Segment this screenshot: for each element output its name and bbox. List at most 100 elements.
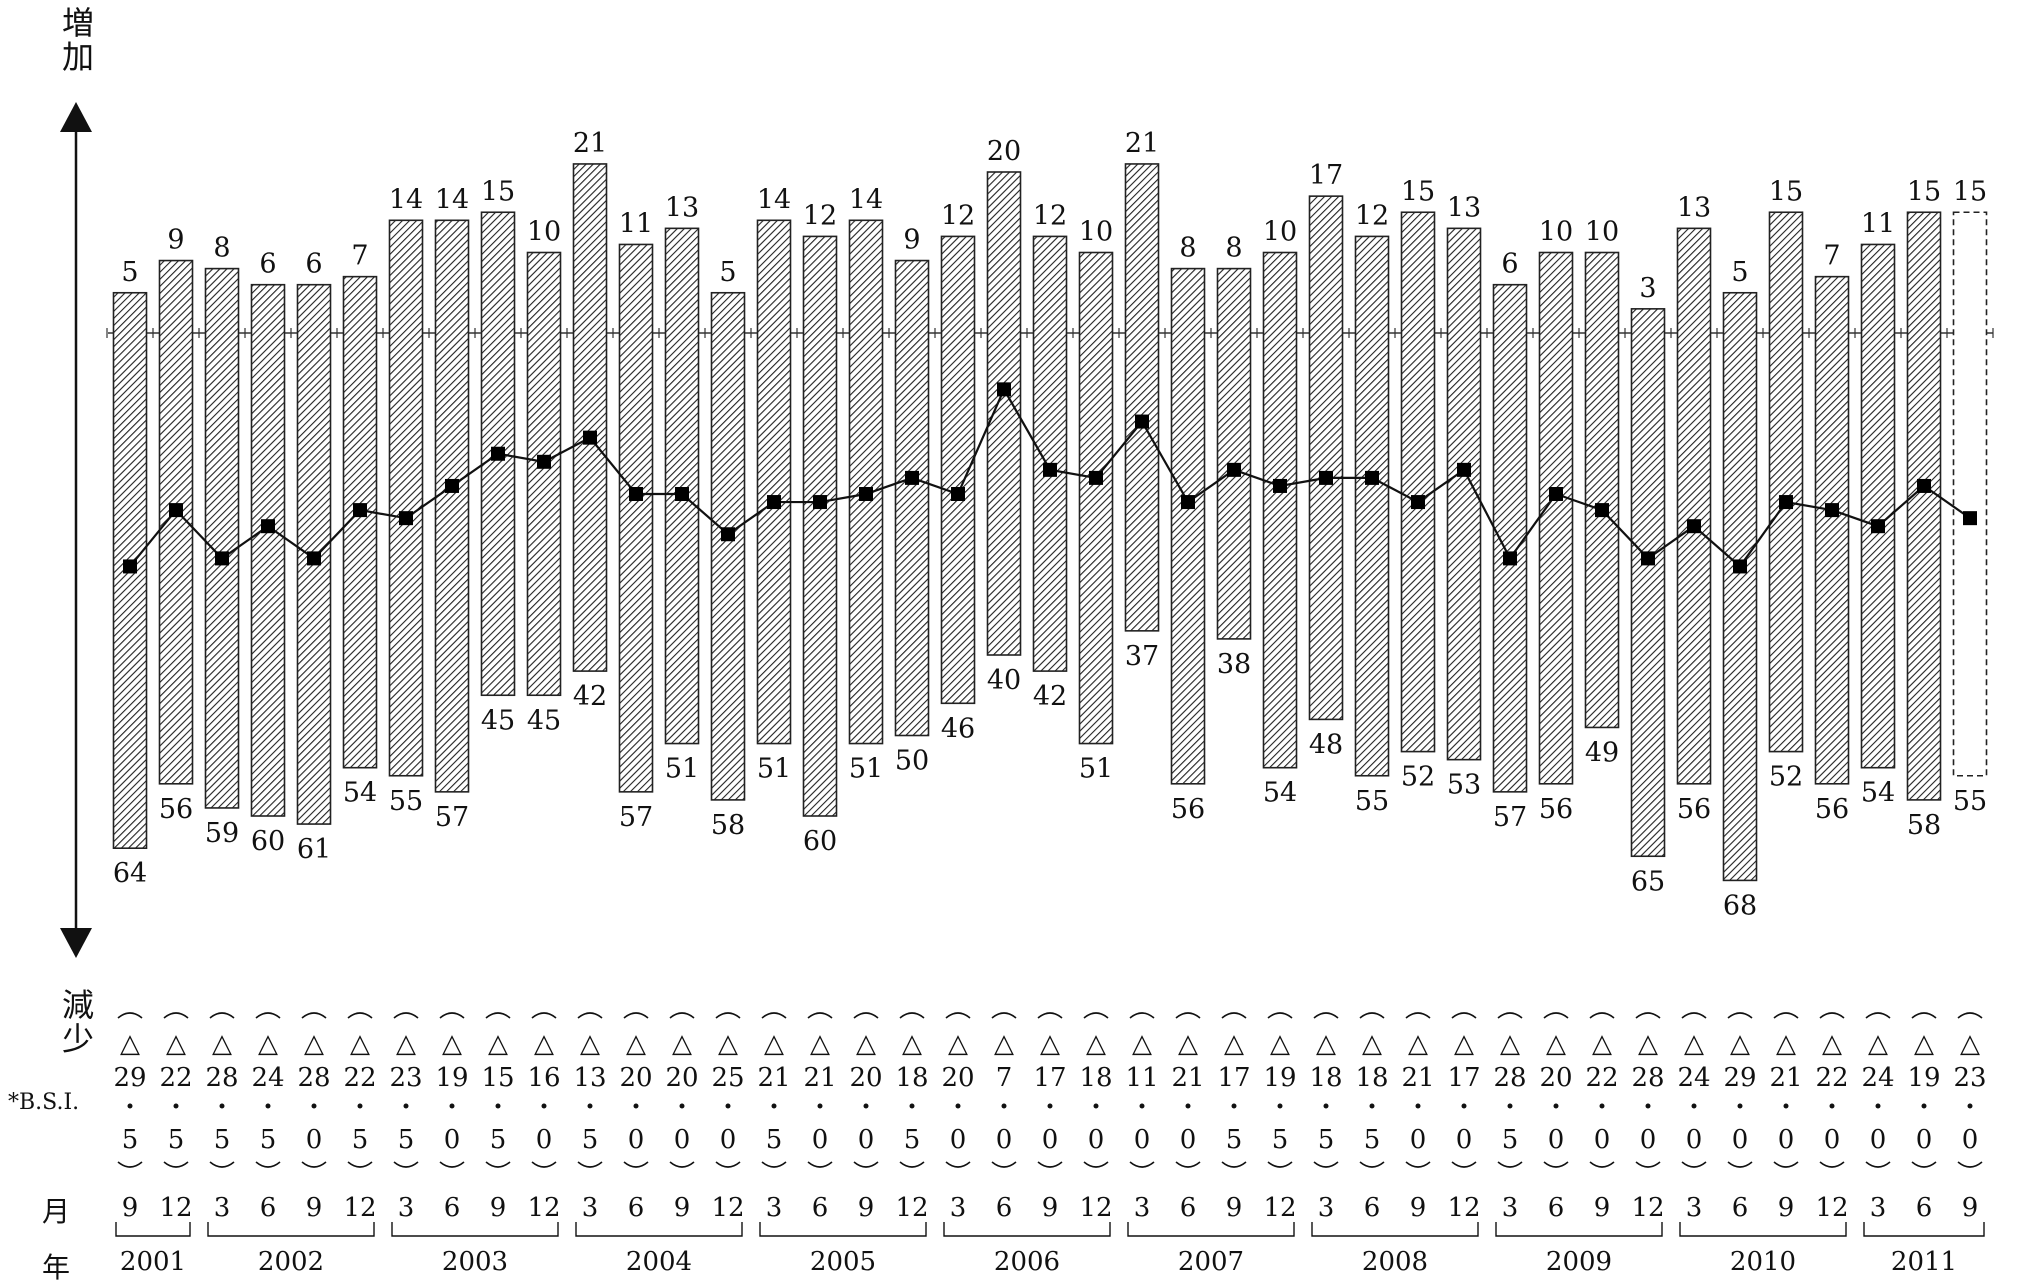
- bsi-decimal-point: [1323, 1103, 1329, 1109]
- bsi-decimal-point: [1553, 1103, 1559, 1109]
- paren-top: [1359, 1012, 1385, 1019]
- decrease-value-label: 45: [527, 705, 561, 736]
- increase-value-label: 12: [803, 200, 837, 231]
- bar: [1630, 308, 1666, 858]
- paren-bottom: [1221, 1161, 1247, 1168]
- month-label: 9: [490, 1193, 507, 1223]
- bsi-decimal-point: [127, 1103, 133, 1109]
- paren-bottom: [1037, 1161, 1063, 1168]
- decrease-value-label: 56: [1171, 794, 1205, 825]
- bsi-integer: 28: [297, 1063, 330, 1093]
- bsi-decimal: 0: [1088, 1125, 1105, 1155]
- year-label: 2004: [626, 1247, 692, 1277]
- bsi-point: [1595, 503, 1609, 518]
- bsi-triangle-icon: △: [488, 1029, 508, 1059]
- bsi-point: [1917, 478, 1931, 493]
- bar: [1032, 235, 1068, 672]
- bsi-decimal-point: [1047, 1103, 1053, 1109]
- paren-top: [439, 1012, 465, 1019]
- paren-top: [117, 1012, 143, 1019]
- decrease-value-label: 48: [1309, 729, 1343, 760]
- paren-top: [853, 1012, 879, 1019]
- bsi-triangle-icon: △: [1638, 1029, 1658, 1059]
- increase-value-label: 14: [849, 184, 883, 215]
- bsi-point: [399, 511, 413, 526]
- decrease-value-label: 50: [895, 746, 929, 777]
- decrease-value-label: 60: [251, 826, 285, 857]
- increase-value-label: 6: [305, 249, 322, 280]
- bsi-integer: 18: [1309, 1063, 1342, 1093]
- increase-value-label: 11: [619, 208, 653, 239]
- decrease-value-label: 57: [619, 802, 653, 833]
- bsi-triangle-icon: △: [764, 1029, 784, 1059]
- month-label: 12: [343, 1193, 376, 1223]
- bsi-point: [859, 487, 873, 501]
- bsi-point: [169, 503, 183, 518]
- decrease-value-label: 65: [1631, 866, 1665, 897]
- paren-bottom: [393, 1161, 419, 1168]
- paren-bottom: [853, 1161, 879, 1168]
- month-label: 6: [996, 1193, 1013, 1223]
- paren-bottom: [761, 1161, 787, 1168]
- decrease-value-label: 46: [941, 713, 975, 744]
- bar: [756, 219, 792, 745]
- month-label: 3: [766, 1193, 783, 1223]
- bsi-point: [215, 551, 229, 566]
- bsi-decimal-point: [1185, 1103, 1191, 1109]
- increase-value-label: 12: [1033, 200, 1067, 231]
- paren-top: [1957, 1012, 1983, 1019]
- increase-value-label: 13: [665, 192, 699, 223]
- bsi-point: [1457, 462, 1471, 477]
- bar: [1446, 227, 1482, 761]
- decrease-value-label: 56: [1815, 794, 1849, 825]
- paren-top: [1129, 1012, 1155, 1019]
- bsi-decimal: 0: [720, 1125, 737, 1155]
- bar: [1170, 267, 1206, 785]
- bsi-decimal: 0: [306, 1125, 323, 1155]
- bsi-integer: 28: [205, 1063, 238, 1093]
- bsi-integer: 21: [1769, 1063, 1802, 1093]
- increase-value-label: 21: [573, 128, 607, 159]
- bsi-triangle-icon: △: [1500, 1029, 1520, 1059]
- bsi-row-label: *B.S.I.: [8, 1090, 80, 1115]
- bar: [1400, 211, 1436, 753]
- decrease-value-label: 64: [113, 858, 147, 889]
- bsi-triangle-icon: △: [304, 1029, 324, 1059]
- month-label: 3: [1686, 1193, 1703, 1223]
- bsi-integer: 19: [1263, 1063, 1296, 1093]
- bsi-decimal: 5: [490, 1125, 507, 1155]
- bsi-decimal: 5: [398, 1125, 415, 1155]
- year-bracket: [391, 1222, 559, 1237]
- bsi-triangle-icon: △: [856, 1029, 876, 1059]
- bsi-integer: 17: [1033, 1063, 1066, 1093]
- month-label: 3: [950, 1193, 967, 1223]
- month-label: 9: [674, 1193, 691, 1223]
- year-bracket: [943, 1222, 1111, 1237]
- bar: [1676, 227, 1712, 785]
- bsi-triangle-icon: △: [1592, 1029, 1612, 1059]
- increase-value-label: 5: [1731, 257, 1748, 288]
- bsi-point: [445, 478, 459, 493]
- month-label: 6: [444, 1193, 461, 1223]
- paren-top: [899, 1012, 925, 1019]
- month-label: 3: [1318, 1193, 1335, 1223]
- bar: [1354, 235, 1390, 777]
- increase-value-label: 13: [1447, 192, 1481, 223]
- paren-top: [347, 1012, 373, 1019]
- increase-value-label: 9: [903, 225, 920, 256]
- bsi-decimal: 5: [1226, 1125, 1243, 1155]
- bar-forecast: [1952, 211, 1988, 777]
- bsi-integer: 15: [481, 1063, 514, 1093]
- bsi-point: [1411, 495, 1425, 510]
- bar: [250, 283, 286, 817]
- paren-bottom: [669, 1161, 695, 1168]
- decrease-value-label: 42: [573, 681, 607, 712]
- bsi-triangle-icon: △: [212, 1029, 232, 1059]
- bar: [802, 235, 838, 817]
- bsi-decimal-point: [541, 1103, 547, 1109]
- decrease-value-label: 57: [435, 802, 469, 833]
- month-label: 3: [1870, 1193, 1887, 1223]
- decrease-value-label: 58: [711, 810, 745, 841]
- paren-top: [393, 1012, 419, 1019]
